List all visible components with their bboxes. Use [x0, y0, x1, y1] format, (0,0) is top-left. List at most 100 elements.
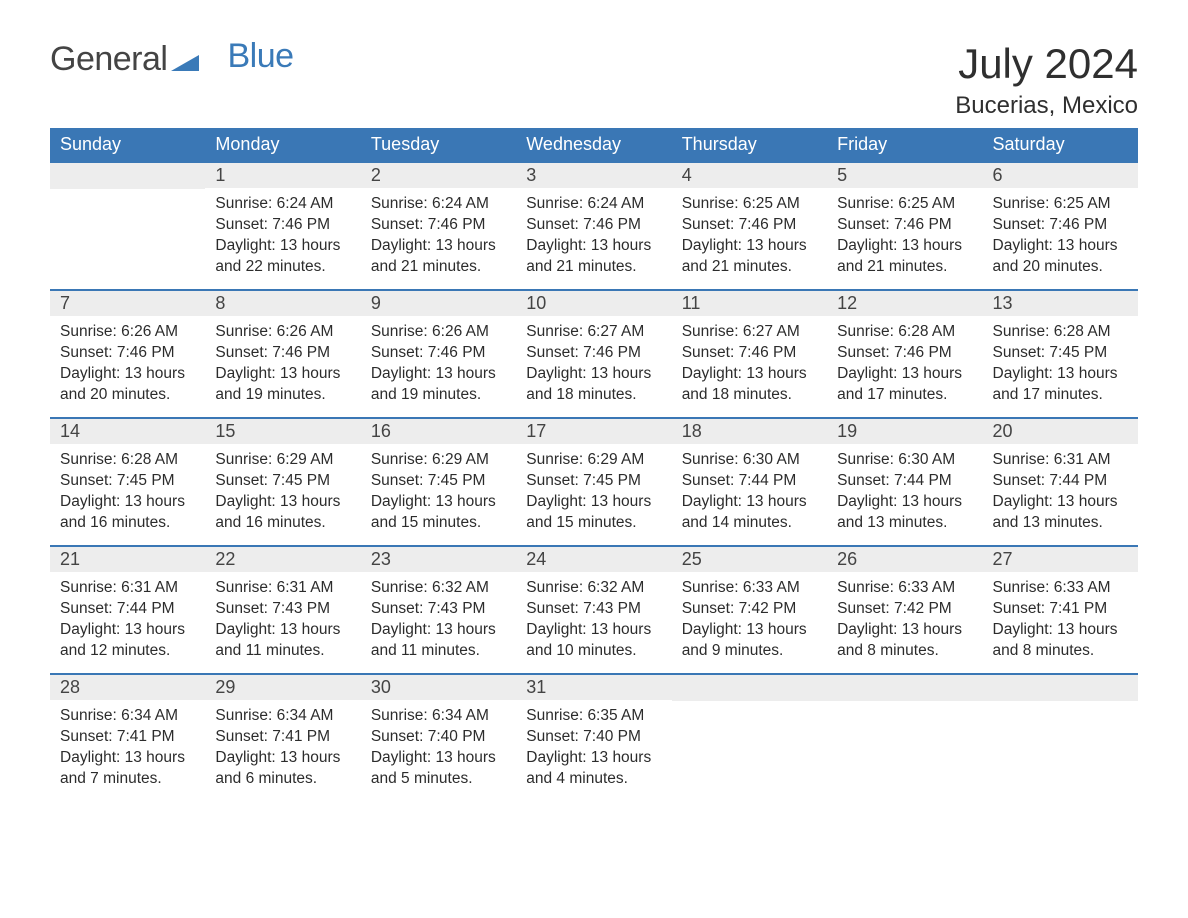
daylight-value: 13 hours and 14 minutes. — [682, 492, 817, 534]
daylight-value: 13 hours and 13 minutes. — [993, 492, 1128, 534]
sunset-value: 7:46 PM — [526, 343, 661, 364]
sunset-value: 7:41 PM — [60, 727, 195, 748]
daylight-value: 13 hours and 20 minutes. — [993, 236, 1128, 278]
day-info: 6:32 AM7:43 PM13 hours and 11 minutes. — [361, 572, 516, 672]
calendar-cell — [672, 674, 827, 802]
day-info: 6:31 AM7:44 PM13 hours and 12 minutes. — [50, 572, 205, 672]
day-number: 14 — [50, 419, 205, 444]
calendar-cell: 18 6:30 AM7:44 PM13 hours and 14 minutes. — [672, 418, 827, 546]
sunset-value: 7:45 PM — [526, 471, 661, 492]
sunrise-value: 6:26 AM — [371, 322, 506, 343]
day-info: 6:27 AM7:46 PM13 hours and 18 minutes. — [672, 316, 827, 416]
daylight-value: 13 hours and 16 minutes. — [60, 492, 195, 534]
calendar-cell: 196:30 AM7:44 PM13 hours and 13 minutes. — [827, 418, 982, 546]
daylight-value: 13 hours and 19 minutes. — [215, 364, 350, 406]
sunrise-value: 6:28 AM — [993, 322, 1128, 343]
daylight-value: 13 hours and 15 minutes. — [371, 492, 506, 534]
calendar-cell: 156:29 AM7:45 PM13 hours and 16 minutes. — [205, 418, 360, 546]
day-info: 6:26 AM7:46 PM13 hours and 19 minutes. — [205, 316, 360, 416]
calendar-cell: 116:27 AM7:46 PM13 hours and 18 minutes. — [672, 290, 827, 418]
sunset-value: 7:40 PM — [526, 727, 661, 748]
calendar-cell: 206:31 AM7:44 PM13 hours and 13 minutes. — [983, 418, 1138, 546]
daylight-value: 13 hours and 21 minutes. — [682, 236, 817, 278]
daylight-value: 13 hours and 8 minutes. — [837, 620, 972, 662]
sunrise-value: 6:26 AM — [215, 322, 350, 343]
day-info: 6:26 AM7:46 PM13 hours and 20 minutes. — [50, 316, 205, 416]
day-number: 3 — [516, 163, 671, 188]
sunrise-value: 6:30 AM — [682, 450, 817, 471]
sunset-value: 7:46 PM — [682, 215, 817, 236]
day-info: 6:31 AM7:44 PM13 hours and 13 minutes. — [983, 444, 1138, 544]
calendar-cell: 36:24 AM7:46 PM13 hours and 21 minutes. — [516, 162, 671, 290]
day-number: 19 — [827, 419, 982, 444]
day-number: 29 — [205, 675, 360, 700]
calendar-cell — [827, 674, 982, 802]
sunrise-value: 6:29 AM — [526, 450, 661, 471]
calendar-cell: 46:25 AM7:46 PM13 hours and 21 minutes. — [672, 162, 827, 290]
day-number: 25 — [672, 547, 827, 572]
weekday-header: Monday — [205, 128, 360, 162]
sunset-value: 7:41 PM — [993, 599, 1128, 620]
sunset-value: 7:45 PM — [60, 471, 195, 492]
title-block: July 2024 Bucerias, Mexico — [955, 40, 1138, 120]
day-info: 6:26 AM7:46 PM13 hours and 19 minutes. — [361, 316, 516, 416]
day-info: 6:29 AM7:45 PM13 hours and 15 minutes. — [361, 444, 516, 544]
sunset-value: 7:40 PM — [371, 727, 506, 748]
daylight-value: 13 hours and 17 minutes. — [837, 364, 972, 406]
day-info: 6:30 AM7:44 PM13 hours and 13 minutes. — [827, 444, 982, 544]
day-number: 27 — [983, 547, 1138, 572]
calendar-row: 216:31 AM7:44 PM13 hours and 12 minutes.… — [50, 546, 1138, 674]
day-number: 5 — [827, 163, 982, 188]
daylight-value: 13 hours and 4 minutes. — [526, 748, 661, 790]
day-info: 6:28 AM7:45 PM13 hours and 16 minutes. — [50, 444, 205, 544]
calendar-cell: 106:27 AM7:46 PM13 hours and 18 minutes. — [516, 290, 671, 418]
weekday-header: Wednesday — [516, 128, 671, 162]
day-info: 6:28 AM7:45 PM13 hours and 17 minutes. — [983, 316, 1138, 416]
day-number: 30 — [361, 675, 516, 700]
day-number: 4 — [672, 163, 827, 188]
sunset-value: 7:44 PM — [993, 471, 1128, 492]
calendar-row: 76:26 AM7:46 PM13 hours and 20 minutes.8… — [50, 290, 1138, 418]
day-number: 26 — [827, 547, 982, 572]
daylight-value: 13 hours and 19 minutes. — [371, 364, 506, 406]
sunrise-value: 6:31 AM — [215, 578, 350, 599]
day-number: 8 — [205, 291, 360, 316]
daylight-value: 13 hours and 9 minutes. — [682, 620, 817, 662]
calendar-row: 286:34 AM7:41 PM13 hours and 7 minutes.2… — [50, 674, 1138, 802]
sunset-value: 7:42 PM — [682, 599, 817, 620]
calendar-cell: 236:32 AM7:43 PM13 hours and 11 minutes. — [361, 546, 516, 674]
daylight-value: 13 hours and 6 minutes. — [215, 748, 350, 790]
day-info: 6:35 AM7:40 PM13 hours and 4 minutes. — [516, 700, 671, 800]
sunset-value: 7:46 PM — [837, 343, 972, 364]
calendar-cell: 166:29 AM7:45 PM13 hours and 15 minutes. — [361, 418, 516, 546]
daylight-value: 13 hours and 21 minutes. — [526, 236, 661, 278]
sunset-value: 7:44 PM — [682, 471, 817, 492]
daylight-value: 13 hours and 22 minutes. — [215, 236, 350, 278]
sunset-value: 7:43 PM — [526, 599, 661, 620]
sunrise-value: 6:27 AM — [682, 322, 817, 343]
daylight-value: 13 hours and 10 minutes. — [526, 620, 661, 662]
sunrise-value: 6:24 AM — [526, 194, 661, 215]
day-number: 22 — [205, 547, 360, 572]
calendar-cell: 176:29 AM7:45 PM13 hours and 15 minutes. — [516, 418, 671, 546]
day-info: 6:31 AM7:43 PM13 hours and 11 minutes. — [205, 572, 360, 672]
calendar-cell: 66:25 AM7:46 PM13 hours and 20 minutes. — [983, 162, 1138, 290]
calendar-cell: 146:28 AM7:45 PM13 hours and 16 minutes. — [50, 418, 205, 546]
day-number: 21 — [50, 547, 205, 572]
sunset-value: 7:45 PM — [215, 471, 350, 492]
calendar-cell: 96:26 AM7:46 PM13 hours and 19 minutes. — [361, 290, 516, 418]
day-number: 18 — [672, 419, 827, 444]
sunrise-value: 6:34 AM — [371, 706, 506, 727]
day-info: 6:24 AM7:46 PM13 hours and 21 minutes. — [516, 188, 671, 288]
day-number: 7 — [50, 291, 205, 316]
daylight-value: 13 hours and 20 minutes. — [60, 364, 195, 406]
weekday-header: Sunday — [50, 128, 205, 162]
sunset-value: 7:46 PM — [60, 343, 195, 364]
calendar-cell: 286:34 AM7:41 PM13 hours and 7 minutes. — [50, 674, 205, 802]
day-number: 24 — [516, 547, 671, 572]
day-number: 28 — [50, 675, 205, 700]
sunrise-value: 6:29 AM — [371, 450, 506, 471]
day-info: 6:33 AM7:41 PM13 hours and 8 minutes. — [983, 572, 1138, 672]
day-info: 6:33 AM7:42 PM13 hours and 9 minutes. — [672, 572, 827, 672]
day-info: 6:29 AM7:45 PM13 hours and 16 minutes. — [205, 444, 360, 544]
